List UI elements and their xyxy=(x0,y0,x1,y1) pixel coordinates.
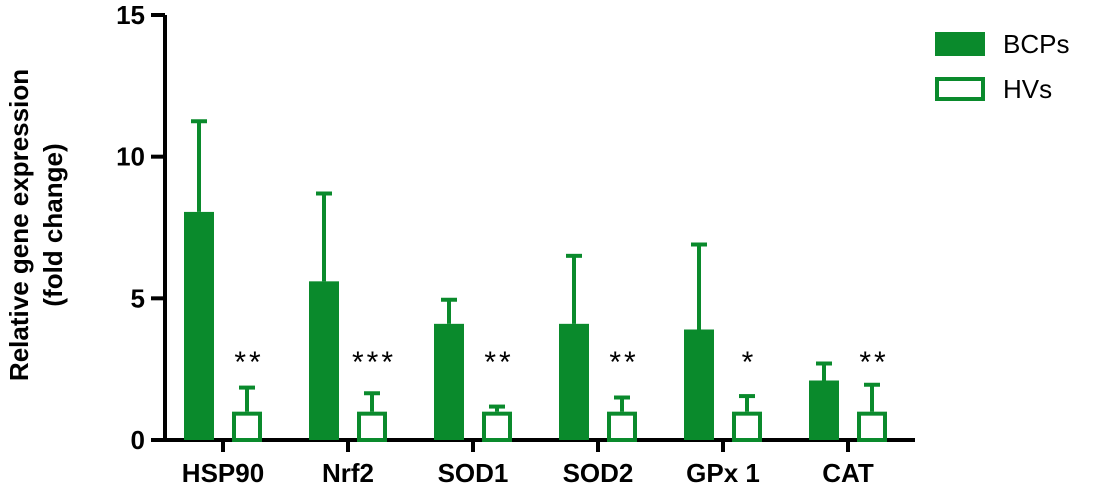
bar-HVs-SOD1 xyxy=(482,411,512,442)
bar-BCPs-CAT xyxy=(809,380,839,440)
bar-BCPs-HSP90 xyxy=(184,211,214,440)
significance-GPx 1: * xyxy=(742,346,757,379)
y-tick-label-3: 15 xyxy=(116,0,145,30)
x-tick-label-3: SOD2 xyxy=(563,458,634,488)
significance-HSP90: ** xyxy=(234,346,263,379)
x-tick-label-1: Nrf2 xyxy=(322,458,374,488)
x-tick-label-0: HSP90 xyxy=(182,458,264,488)
legend: BCPs HVs xyxy=(935,29,1069,104)
y-axis-label-line-1: Relative gene expression xyxy=(4,69,34,381)
bar-BCPs-SOD2 xyxy=(559,323,589,440)
legend-swatch-HVs xyxy=(935,77,985,101)
bar-HVs-Nrf2 xyxy=(357,411,387,442)
x-tick-label-4: GPx 1 xyxy=(686,458,760,488)
bars xyxy=(184,211,887,442)
bar-HVs-CAT xyxy=(857,411,887,442)
significance-CAT: ** xyxy=(859,346,888,379)
axes: 0 5 10 15 xyxy=(116,0,915,455)
legend-swatch-BCPs xyxy=(935,32,985,56)
significance-Nrf2: *** xyxy=(352,346,396,379)
legend-label-HVs: HVs xyxy=(1003,74,1052,104)
bar-BCPs-GPx 1 xyxy=(684,329,714,440)
y-tick-label-1: 5 xyxy=(131,283,145,313)
bar-BCPs-Nrf2 xyxy=(309,281,339,440)
bar-HVs-GPx 1 xyxy=(732,411,762,442)
x-axis-tick-labels: HSP90 Nrf2 SOD1 SOD2 GPx 1 CAT xyxy=(182,458,874,488)
significance-markers: ** *** ** ** * ** xyxy=(234,346,888,379)
error-bars xyxy=(191,119,880,412)
significance-SOD2: ** xyxy=(609,346,638,379)
y-tick-label-0: 0 xyxy=(131,425,145,455)
x-tick-label-2: SOD1 xyxy=(438,458,509,488)
significance-SOD1: ** xyxy=(484,346,513,379)
bar-BCPs-SOD1 xyxy=(434,323,464,440)
y-axis-label: Relative gene expression (fold change) xyxy=(4,69,68,381)
legend-label-BCPs: BCPs xyxy=(1003,29,1069,59)
x-tick-label-5: CAT xyxy=(822,458,874,488)
bar-HVs-SOD2 xyxy=(607,411,637,442)
y-axis-label-line-2: (fold change) xyxy=(38,143,68,306)
y-tick-label-2: 10 xyxy=(116,142,145,172)
bar-HVs-HSP90 xyxy=(232,411,262,442)
